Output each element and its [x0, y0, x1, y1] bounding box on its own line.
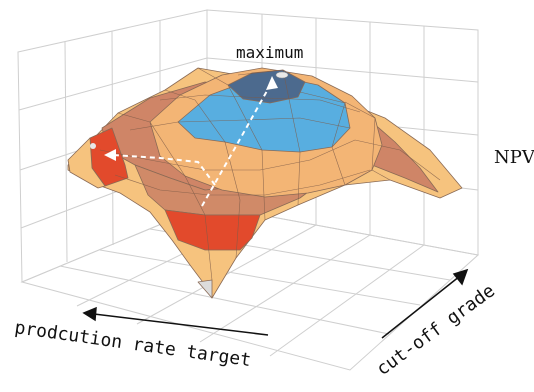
surface-red-band-front: [164, 209, 261, 251]
maximum-point: [275, 71, 289, 79]
optimization-path: [111, 81, 273, 207]
axis-arrows: [82, 268, 469, 339]
arrowhead-maximum: [266, 76, 278, 90]
surface-mesh: [99, 67, 441, 281]
floor: [20, 204, 480, 371]
surface-bottom-tip: [197, 279, 213, 299]
yaxis-arrow-line: [381, 275, 461, 339]
arrowhead-left: [104, 149, 116, 161]
left-end-point: [90, 143, 96, 149]
x-axis-label: prodcution rate target: [13, 317, 252, 371]
path-to-maximum: [201, 81, 273, 207]
surface-peak-cap: [227, 69, 306, 104]
maximum-label: maximum: [236, 43, 303, 62]
yaxis-arrowhead: [452, 268, 469, 286]
npv-surface: [67, 67, 463, 299]
xaxis-arrow-line: [93, 313, 269, 336]
z-axis-label: NPV: [494, 147, 534, 168]
path-to-left: [111, 154, 216, 186]
surface-left-lip: [67, 137, 106, 189]
xaxis-arrowhead: [82, 306, 97, 322]
